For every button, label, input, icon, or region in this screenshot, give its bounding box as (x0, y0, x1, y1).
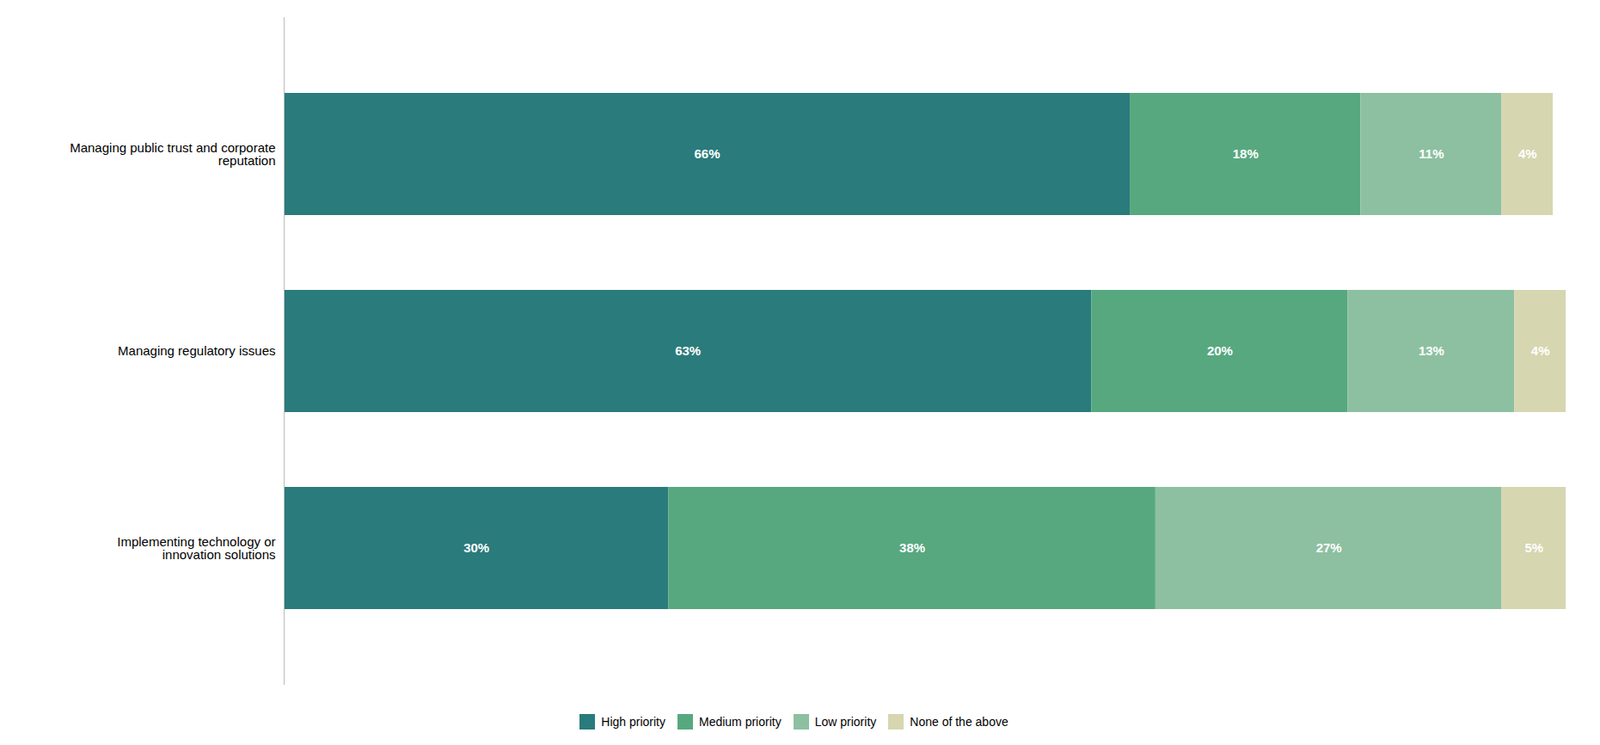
svg-text:Implementing technology orinno: Implementing technology orinnovation sol… (116, 533, 276, 562)
svg-text:Managing public trust and corp: Managing public trust and corporatereput… (69, 140, 276, 168)
svg-text:18%: 18% (1232, 146, 1259, 161)
svg-text:30%: 30% (463, 539, 490, 555)
svg-text:38%: 38% (899, 539, 926, 555)
html-text:None of the above: None of the above (909, 714, 1009, 728)
svg-text:5%: 5% (1524, 539, 1544, 555)
svg-text:13%: 13% (1418, 343, 1445, 358)
svg-text:11%: 11% (1418, 146, 1444, 161)
svg-text:63%: 63% (674, 343, 701, 358)
html-text:High priority: High priority (601, 714, 666, 728)
svg-text:20%: 20% (1207, 343, 1233, 358)
svg-text:66%: 66% (694, 146, 721, 161)
svg-text:27%: 27% (1316, 539, 1343, 555)
svg-text:Managing regulatory issues: Managing regulatory issues (117, 343, 276, 358)
svg-text:4%: 4% (1518, 146, 1538, 161)
svg-text:4%: 4% (1531, 343, 1551, 358)
html-text:Low priority: Low priority (814, 714, 877, 728)
html-text:Medium priority: Medium priority (698, 714, 782, 728)
